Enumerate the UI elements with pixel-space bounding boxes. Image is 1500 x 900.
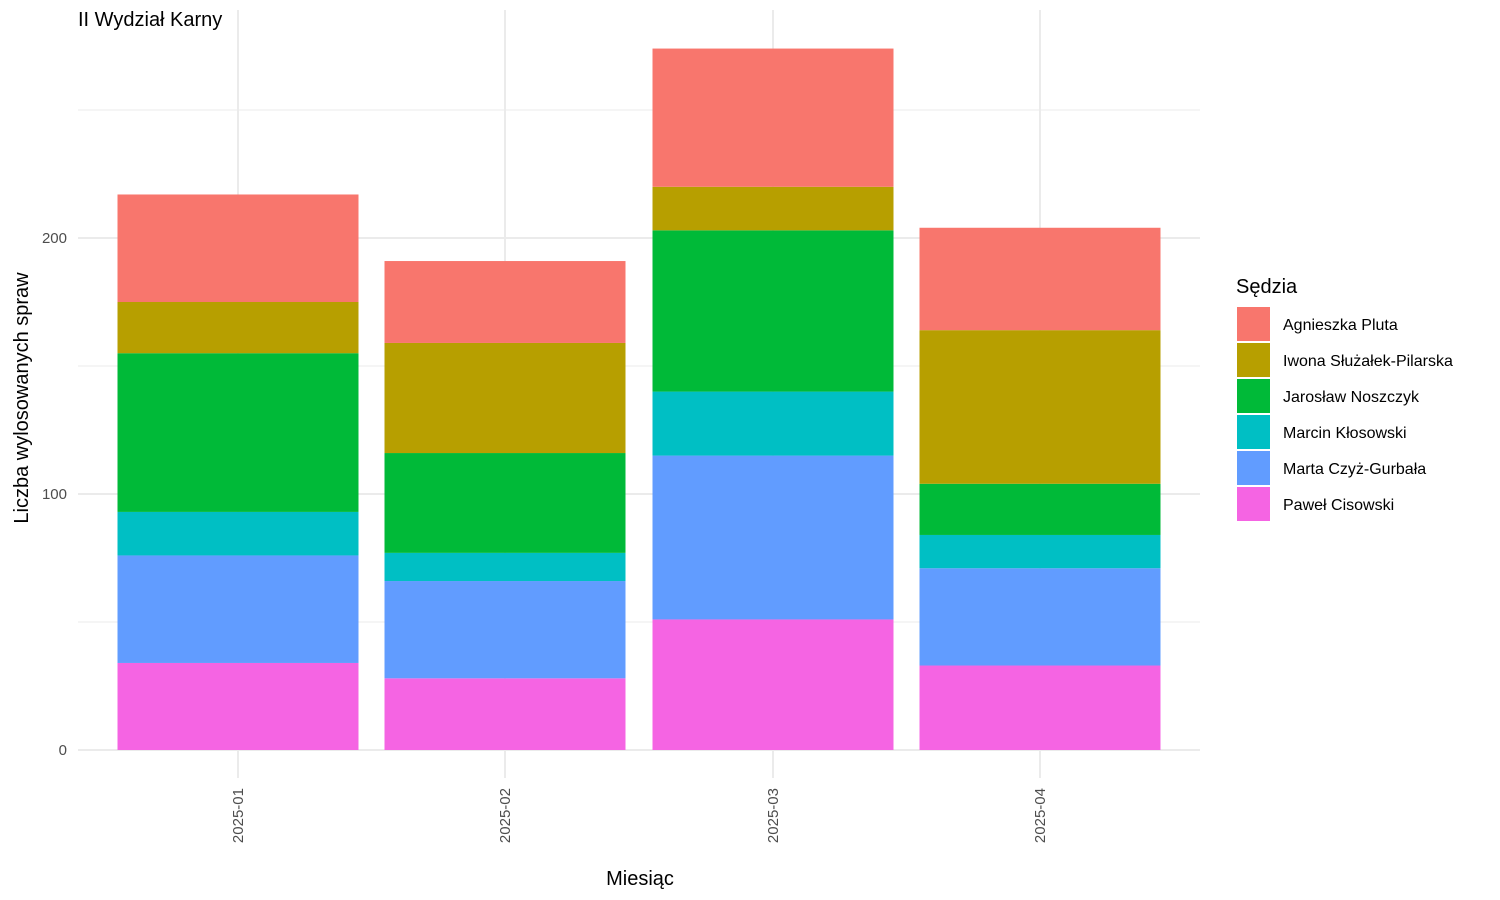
bar-segment (384, 261, 626, 343)
bars (117, 48, 1161, 750)
x-tick-label: 2025-02 (497, 788, 514, 843)
legend-swatch (1237, 487, 1270, 521)
bar-segment (117, 302, 359, 354)
legend-swatch (1237, 379, 1270, 413)
x-tick-label: 2025-04 (1032, 788, 1049, 843)
x-tick-label: 2025-03 (765, 788, 782, 843)
bar-segment (117, 555, 359, 663)
y-tick-label: 100 (42, 486, 67, 503)
y-axis-ticks: 0 100 200 (42, 230, 67, 759)
bar-segment (919, 568, 1161, 666)
bar-segment (919, 227, 1161, 331)
legend-title: Sędzia (1236, 276, 1298, 298)
bar-segment (384, 453, 626, 553)
y-tick-label: 200 (42, 230, 67, 247)
x-axis-ticks: 2025-01 2025-02 2025-03 2025-04 (230, 788, 1049, 843)
x-tick-label: 2025-01 (230, 788, 247, 843)
legend-label: Marta Czyż-Gurbała (1283, 461, 1426, 478)
bar-segment (384, 678, 626, 750)
bar-segment (919, 534, 1161, 569)
bar-segment (652, 455, 894, 620)
bar-segment (919, 483, 1161, 535)
legend-swatch (1237, 307, 1270, 341)
legend-label: Jarosław Noszczyk (1283, 389, 1420, 406)
bar-segment (117, 662, 359, 750)
y-axis-title: Liczba wylosowanych spraw (11, 272, 33, 524)
legend-label: Agnieszka Pluta (1283, 317, 1398, 334)
bar-segment (384, 581, 626, 679)
legend-swatch (1237, 415, 1270, 449)
bar-segment (652, 230, 894, 392)
bar-segment (117, 194, 359, 302)
legend-swatch (1237, 451, 1270, 485)
bar-segment (117, 353, 359, 512)
y-tick-label: 0 (59, 742, 67, 759)
legend-swatch (1237, 343, 1270, 377)
bar-segment (919, 330, 1161, 484)
chart-title: II Wydział Karny (78, 9, 222, 31)
bar-segment (117, 511, 359, 556)
legend-label: Marcin Kłosowski (1283, 425, 1407, 442)
legend-label: Paweł Cisowski (1283, 497, 1394, 514)
legend: Sędzia Agnieszka Pluta Iwona Służałek-Pil… (1236, 276, 1453, 521)
bar-segment (384, 552, 626, 582)
bar-segment (652, 619, 894, 750)
legend-label: Iwona Służałek-Pilarska (1283, 353, 1453, 370)
bar-segment (652, 391, 894, 456)
x-axis-title: Miesiąc (606, 868, 674, 890)
bar-segment (384, 342, 626, 454)
bar-segment (652, 186, 894, 231)
bar-segment (652, 48, 894, 187)
bar-segment (919, 665, 1161, 750)
